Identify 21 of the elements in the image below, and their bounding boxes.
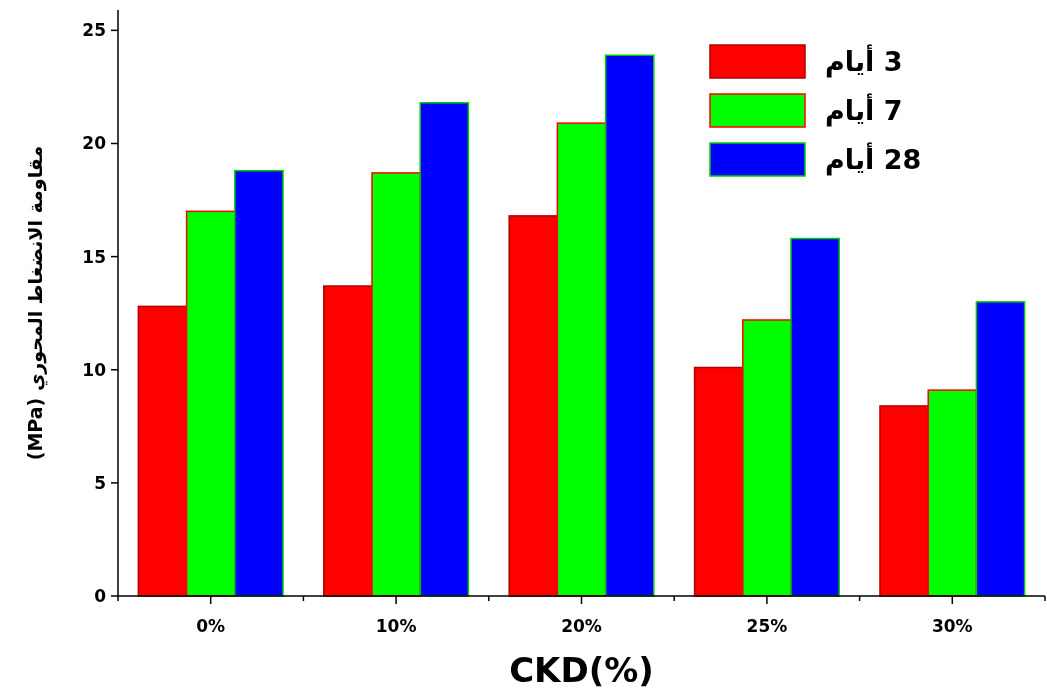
x-tick-label: 20%	[561, 616, 602, 636]
y-tick-label: 25	[82, 20, 106, 41]
y-tick-label: 20	[82, 133, 107, 154]
x-tick-label: 10%	[375, 616, 417, 636]
bar	[234, 169, 284, 597]
y-tick-label: 5	[94, 472, 106, 493]
bar	[975, 301, 1026, 597]
y-tick-label: 15	[82, 246, 106, 267]
bar	[790, 237, 840, 597]
bar	[419, 102, 470, 597]
y-axis-title: مقاومة الانضغاط المحوري (MPa)	[24, 145, 48, 461]
legend-label: 28 أيام	[825, 142, 922, 176]
bar	[604, 54, 655, 597]
legend-label: 3 أيام	[825, 44, 903, 78]
x-tick-label: 0%	[196, 616, 226, 636]
x-axis-title: CKD(%)	[509, 650, 654, 690]
x-tick-label: 30%	[931, 616, 973, 636]
x-tick-label: 25%	[746, 616, 788, 636]
y-tick-label: 0	[94, 586, 107, 606]
legend-label: 7 أيام	[825, 93, 903, 127]
y-tick-label: 10	[82, 359, 107, 380]
